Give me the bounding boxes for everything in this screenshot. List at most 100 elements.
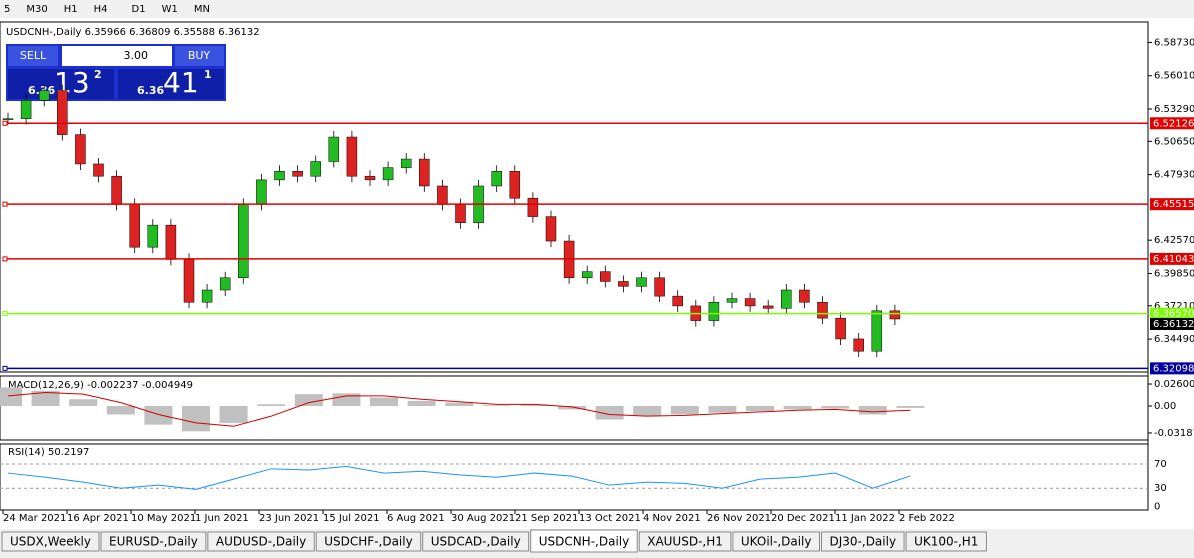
level-label: 6.32098 — [1153, 363, 1194, 374]
macd-bar — [708, 406, 737, 413]
tab-label: EURUSD-,Daily — [109, 535, 198, 549]
tab[interactable] — [638, 531, 732, 552]
y-tick-label: 30 — [1154, 483, 1167, 494]
x-label: 13 Oct 2021 — [579, 513, 641, 524]
x-label: 15 Jul 2021 — [323, 513, 380, 524]
candle — [799, 289, 810, 303]
y-tick-label: 70 — [1154, 459, 1167, 470]
candle — [20, 100, 32, 119]
tab-label: UK100-,H1 — [914, 535, 978, 549]
macd-bar — [182, 406, 210, 432]
tab[interactable] — [100, 531, 207, 552]
candle — [292, 171, 303, 177]
level-tag — [1150, 198, 1194, 211]
x-label: 16 Apr 2021 — [67, 513, 129, 524]
buy-button[interactable] — [175, 46, 224, 66]
candle — [111, 175, 122, 205]
y-tick-label: 6.34490 — [1154, 334, 1194, 345]
candle — [419, 158, 430, 187]
tab[interactable] — [732, 531, 820, 552]
candle — [274, 171, 285, 181]
timeframe-button[interactable]: W1 — [162, 4, 178, 15]
candle — [455, 204, 466, 223]
x-label: 26 Nov 2021 — [707, 513, 771, 524]
candle — [762, 305, 774, 309]
macd-bar — [482, 405, 511, 407]
sell-button[interactable] — [8, 46, 58, 66]
macd-bar — [106, 406, 135, 415]
level-label: 6.36570 — [1153, 309, 1194, 320]
level-tag — [1150, 117, 1194, 130]
macd-bar — [821, 406, 850, 409]
level-handle — [2, 256, 8, 262]
tab[interactable] — [1, 531, 100, 552]
x-label: 23 Jun 2021 — [259, 513, 319, 524]
candle — [527, 197, 539, 217]
level-handle — [2, 365, 8, 371]
candle — [889, 310, 901, 320]
timeframe-button[interactable]: H1 — [64, 4, 78, 15]
x-label: 2 Feb 2022 — [899, 513, 955, 524]
y-tick-label: 6.42570 — [1154, 235, 1194, 246]
tab[interactable] — [422, 531, 530, 552]
ask-big: 6.36 — [137, 84, 164, 97]
timeframe-button[interactable]: H4 — [94, 4, 108, 15]
macd-signal — [7, 391, 911, 427]
x-label: 24 Mar 2021 — [3, 513, 66, 524]
candle — [165, 224, 177, 260]
tab[interactable] — [905, 531, 987, 552]
candle — [38, 90, 50, 101]
candle — [364, 175, 376, 181]
candle — [328, 136, 340, 162]
macd-bar — [370, 397, 398, 407]
timeframe-button[interactable]: MN — [194, 4, 210, 15]
y-tick-label: 6.50650 — [1154, 136, 1194, 147]
y-tick-label: -0.031872 — [1154, 428, 1194, 439]
candle — [509, 171, 521, 199]
timeframe-button[interactable]: D1 — [132, 4, 146, 15]
tab[interactable] — [315, 531, 422, 552]
tab[interactable] — [821, 531, 905, 552]
tab-label: UKOil-,Daily — [741, 535, 812, 549]
y-tick-label: 6.53290 — [1154, 104, 1194, 115]
candle — [400, 158, 412, 168]
macd-bar — [144, 406, 173, 425]
macd-bar — [407, 400, 436, 407]
level-label: 6.41043 — [1153, 254, 1194, 265]
candle — [382, 167, 394, 181]
candle — [744, 298, 756, 307]
candle — [437, 185, 448, 205]
candle — [129, 204, 140, 248]
x-label: 20 Dec 2021 — [771, 513, 835, 524]
candle — [600, 271, 611, 282]
candle — [781, 289, 792, 309]
y-tick-label: 6.39850 — [1154, 268, 1194, 279]
ask-frac: 1 — [204, 68, 212, 81]
lots-input[interactable] — [62, 46, 172, 66]
level-tag — [1150, 362, 1194, 375]
timeframe-button[interactable]: M30 — [26, 4, 47, 15]
macd-bar — [858, 406, 887, 415]
y-tick-label: 6.56010 — [1154, 71, 1194, 82]
ask-pips: 41 — [163, 66, 199, 99]
current-price: 6.36132 — [1153, 319, 1194, 330]
ask-box[interactable] — [118, 69, 224, 99]
rsi-title: RSI(14) 50.2197 — [8, 447, 89, 458]
tab[interactable] — [530, 529, 638, 553]
buy-label: BUY — [188, 49, 211, 62]
candle — [581, 271, 593, 279]
candle — [491, 171, 502, 187]
macd-bar — [332, 393, 361, 407]
y-tick-label: 0 — [1154, 501, 1160, 512]
level-handle — [2, 201, 8, 207]
timeframe-button[interactable]: 5 — [4, 4, 10, 15]
candle — [238, 204, 249, 279]
x-label: 6 Aug 2021 — [387, 513, 445, 524]
tab[interactable] — [207, 531, 315, 552]
candle — [726, 298, 738, 303]
macd-bar — [783, 406, 812, 410]
macd-bar — [445, 402, 474, 407]
x-label: 10 May 2021 — [131, 513, 196, 524]
tab-label: XAUUSD-,H1 — [647, 535, 723, 549]
